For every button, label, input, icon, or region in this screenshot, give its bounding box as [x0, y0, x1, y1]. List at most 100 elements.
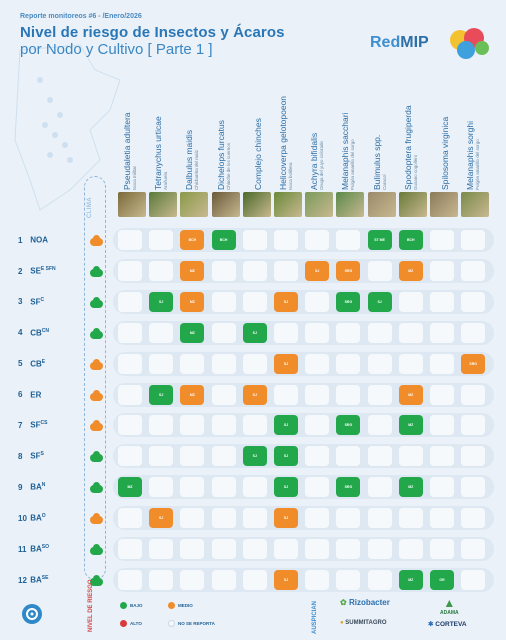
risk-cell: SJ	[274, 477, 298, 498]
crop-code: SJ	[283, 516, 289, 521]
risk-cell	[180, 477, 205, 498]
risk-cell	[461, 260, 486, 281]
clima-label: CLIMA	[87, 197, 93, 218]
species-header: Helicoverpa gelotopoeon Isoca bolillera	[276, 60, 304, 190]
species-header: Tetranychus urticae Arañuela	[151, 60, 179, 190]
risk-cell: SRG	[336, 291, 361, 312]
species-photo	[242, 192, 271, 217]
risk-cell	[398, 539, 423, 559]
crop-code: BCH	[219, 238, 228, 242]
risk-cell	[430, 539, 454, 559]
node-label: 8 SFS	[18, 451, 88, 461]
risk-cell: SJ	[149, 384, 174, 405]
risk-cell	[149, 353, 174, 374]
species-header: Complejo chinches	[245, 60, 273, 190]
risk-cell	[118, 384, 142, 405]
node-number: 1	[18, 235, 23, 245]
sponsor-summitagro: ● SUMMITAGRO	[340, 620, 387, 626]
redmip-logo: RedMIP	[370, 26, 492, 62]
risk-cell	[398, 291, 423, 312]
crop-code: MZ	[189, 299, 195, 304]
species-header: Dalbulus maidis Chicharrita del maíz	[182, 60, 210, 190]
node-superscript: E SF	[40, 265, 53, 272]
legend-alto: ALTO	[120, 620, 142, 627]
sponsors-label: AUSPICIAN	[312, 600, 318, 634]
report-subtitle: Reporte monitoreos #6 - /Enero/2026	[20, 13, 142, 20]
legend-side-label: NIVEL DE RIESGO	[88, 579, 94, 632]
crop-code: MZ	[127, 485, 133, 490]
species-common-name: Chicharrita del maíz	[194, 149, 200, 190]
risk-cell	[274, 539, 298, 559]
risk-cell	[461, 508, 486, 529]
crop-code: SJ	[252, 454, 257, 459]
species-name: Tetranychus urticae	[153, 116, 164, 190]
risk-cell	[242, 353, 267, 374]
risk-cell	[367, 446, 392, 467]
risk-cell	[367, 539, 392, 559]
node-label: 10 BAO	[18, 513, 88, 523]
species-name: Helicoverpa gelotopoeon	[278, 95, 288, 190]
species-photo	[211, 192, 240, 217]
risk-cell	[305, 569, 330, 590]
crop-code: SJ	[377, 299, 382, 304]
risk-cell: SJ	[274, 353, 298, 374]
legend-no-reporta: NO SE REPORTA	[168, 620, 215, 627]
page-title-line2: por Nodo y Cultivo [ Parte 1 ]	[20, 41, 213, 58]
crop-code: MZ	[408, 423, 414, 428]
risk-cell	[274, 384, 298, 405]
node-number: 7	[18, 421, 23, 431]
node-name: BA	[30, 575, 42, 585]
node-number: 4	[18, 328, 23, 338]
risk-cell	[149, 446, 174, 467]
crop-code: MZ	[408, 577, 414, 582]
risk-cell	[118, 539, 142, 559]
risk-cell	[336, 384, 361, 405]
risk-cell	[242, 539, 267, 559]
risk-cell	[211, 353, 236, 374]
risk-cell: SJ	[242, 384, 267, 405]
risk-cell: MZ	[398, 569, 423, 590]
risk-cell: GR	[430, 569, 454, 590]
node-number: 8	[18, 451, 23, 461]
risk-cell: SJ	[274, 446, 298, 467]
crop-code: SJ	[283, 577, 289, 582]
risk-cell: MZ	[398, 260, 423, 281]
risk-cell	[305, 446, 330, 467]
crop-code: ST ME	[374, 238, 385, 242]
crop-code: GR	[439, 577, 445, 582]
crop-code: SJ	[283, 485, 289, 490]
crop-code: SJ	[159, 516, 164, 521]
species-header: Dichelops furcatus Chinche de los cuernos	[214, 60, 242, 190]
risk-cell	[149, 415, 174, 436]
risk-cell	[367, 322, 392, 343]
risk-cell	[211, 477, 236, 498]
crop-code: MZ	[408, 392, 414, 397]
species-common-name: Pulgón amarillo del sorgo	[350, 139, 356, 190]
node-superscript: CN	[41, 327, 50, 334]
risk-cell	[242, 291, 267, 312]
node-name: SE	[30, 266, 41, 276]
node-label: 9 BAN	[18, 482, 88, 492]
risk-cell	[430, 230, 454, 250]
risk-cell	[367, 477, 392, 498]
cloud-green-icon	[90, 574, 103, 586]
species-photo	[367, 192, 396, 217]
legend-no-reporta-dot	[168, 620, 175, 627]
species-photo	[398, 192, 427, 217]
risk-cell	[211, 415, 236, 436]
node-label: 7 SFCS	[18, 420, 88, 430]
risk-cell	[305, 384, 330, 405]
risk-cell	[118, 353, 142, 374]
risk-cell	[305, 230, 330, 250]
bottom-brand-icon	[22, 604, 42, 624]
species-photo	[180, 192, 209, 217]
risk-cell	[367, 384, 392, 405]
crop-code: SRG	[344, 485, 353, 490]
node-number: 9	[18, 482, 23, 492]
risk-cell	[430, 260, 454, 281]
risk-cell: SJ	[149, 291, 174, 312]
cloud-green-icon	[90, 482, 103, 494]
node-name: SF	[30, 297, 41, 307]
risk-cell	[242, 477, 267, 498]
page-title-line1: Nivel de riesgo de Insectos y Ácaros	[20, 24, 285, 41]
